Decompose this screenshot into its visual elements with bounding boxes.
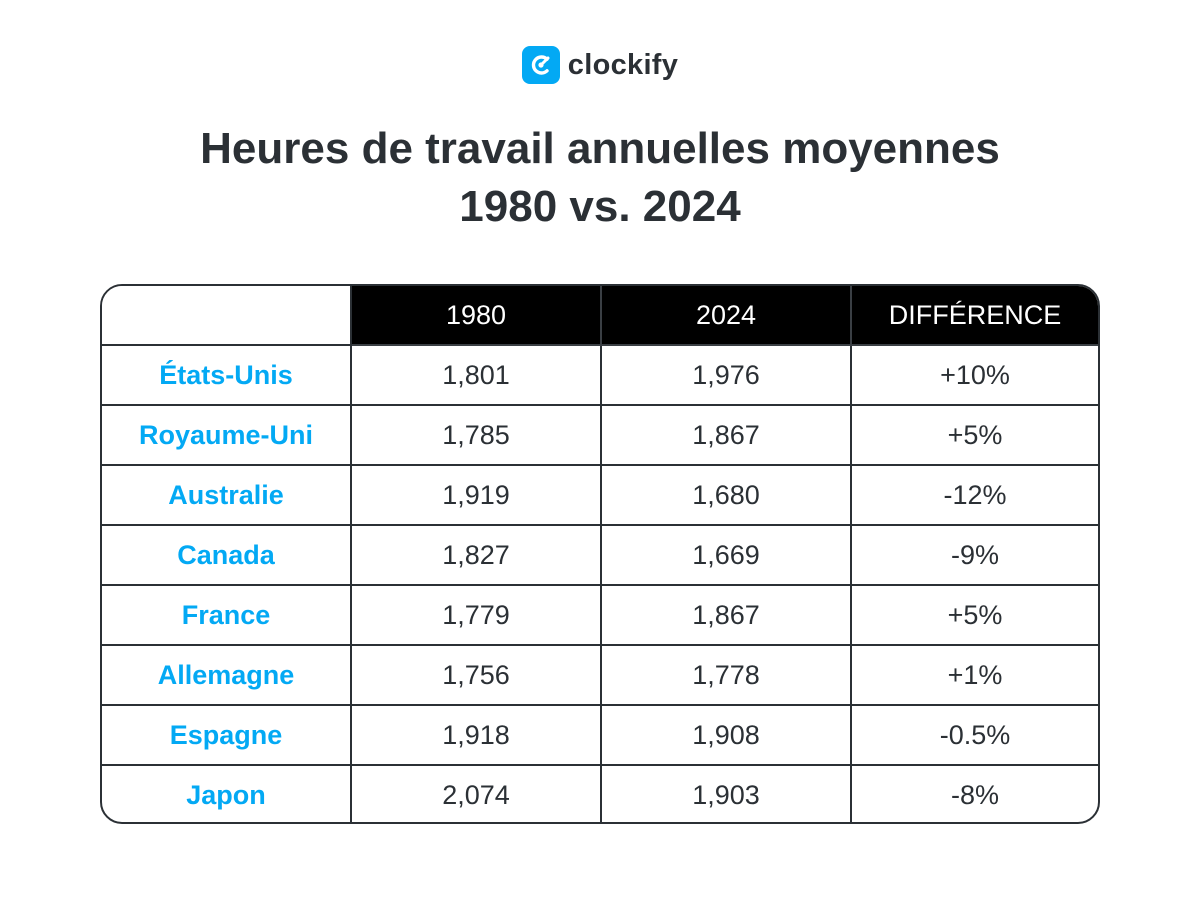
row-difference: -8%: [850, 764, 1098, 822]
header-1980: 1980: [350, 286, 602, 346]
row-value-2024: 1,778: [600, 644, 852, 706]
row-value-1980: 1,827: [350, 524, 602, 586]
page-title: Heures de travail annuelles moyennes 198…: [0, 120, 1200, 236]
row-difference: -12%: [850, 464, 1098, 526]
table-row: Japon 2,074 1,903 -8%: [102, 764, 1098, 822]
row-value-2024: 1,903: [600, 764, 852, 822]
row-value-1980: 2,074: [350, 764, 602, 822]
row-value-2024: 1,680: [600, 464, 852, 526]
header-corner-cell: [102, 286, 352, 346]
table-row: Royaume-Uni 1,785 1,867 +5%: [102, 404, 1098, 466]
clockify-c-icon: [521, 46, 560, 84]
row-difference: +5%: [850, 404, 1098, 466]
row-value-1980: 1,918: [350, 704, 602, 766]
row-country: France: [102, 584, 352, 646]
table-row: France 1,779 1,867 +5%: [102, 584, 1098, 646]
row-country: Japon: [102, 764, 352, 822]
title-line-2: 1980 vs. 2024: [459, 182, 741, 231]
table-row: Allemagne 1,756 1,778 +1%: [102, 644, 1098, 706]
row-country: Espagne: [102, 704, 352, 766]
table-row: Espagne 1,918 1,908 -0.5%: [102, 704, 1098, 766]
hours-table-container: 1980 2024 DIFFÉRENCE États-Unis 1,801 1,…: [100, 284, 1100, 824]
table-row: États-Unis 1,801 1,976 +10%: [102, 344, 1098, 406]
row-difference: -9%: [850, 524, 1098, 586]
brand-name: clockify: [567, 49, 679, 81]
row-country: Royaume-Uni: [102, 404, 352, 466]
row-value-1980: 1,756: [350, 644, 602, 706]
table-row: Canada 1,827 1,669 -9%: [102, 524, 1098, 586]
row-value-2024: 1,669: [600, 524, 852, 586]
row-difference: +10%: [850, 344, 1098, 406]
row-country: Allemagne: [102, 644, 352, 706]
row-value-2024: 1,976: [600, 344, 852, 406]
row-value-1980: 1,801: [350, 344, 602, 406]
row-country: États-Unis: [102, 344, 352, 406]
header-2024: 2024: [600, 286, 852, 346]
row-country: Australie: [102, 464, 352, 526]
header-difference: DIFFÉRENCE: [850, 286, 1098, 346]
row-value-1980: 1,779: [350, 584, 602, 646]
title-line-1: Heures de travail annuelles moyennes: [200, 124, 1000, 173]
row-value-1980: 1,785: [350, 404, 602, 466]
row-country: Canada: [102, 524, 352, 586]
row-value-1980: 1,919: [350, 464, 602, 526]
row-difference: -0.5%: [850, 704, 1098, 766]
brand-header: clockify: [0, 46, 1200, 84]
table-header-row: 1980 2024 DIFFÉRENCE: [102, 286, 1098, 346]
table-row: Australie 1,919 1,680 -12%: [102, 464, 1098, 526]
row-value-2024: 1,908: [600, 704, 852, 766]
row-difference: +5%: [850, 584, 1098, 646]
hours-table: 1980 2024 DIFFÉRENCE États-Unis 1,801 1,…: [102, 286, 1098, 822]
row-value-2024: 1,867: [600, 404, 852, 466]
row-value-2024: 1,867: [600, 584, 852, 646]
row-difference: +1%: [850, 644, 1098, 706]
